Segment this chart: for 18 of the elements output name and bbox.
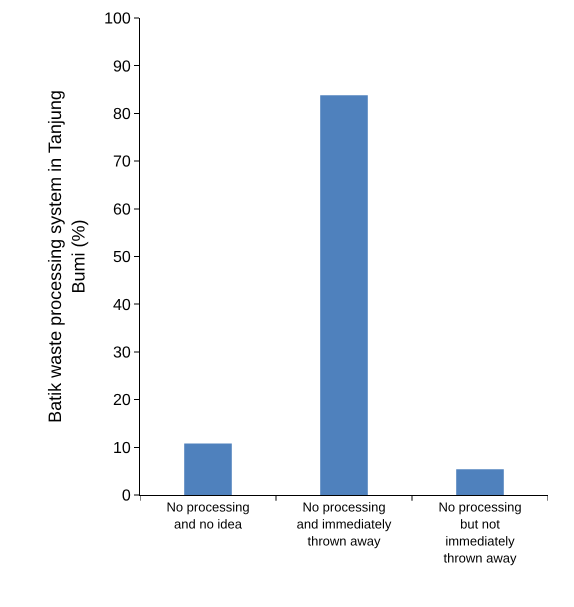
y-tick-label: 0 bbox=[122, 488, 131, 505]
y-tick-label: 20 bbox=[113, 392, 131, 410]
y-tick-label: 100 bbox=[104, 10, 131, 28]
bar bbox=[320, 95, 368, 495]
y-tick-label: 50 bbox=[113, 249, 131, 266]
x-tick-label: No processing and no idea bbox=[166, 500, 250, 532]
x-tick-label: No processing and immediately thrown away bbox=[296, 500, 392, 548]
y-tick-label: 40 bbox=[113, 296, 131, 314]
x-tick-label: No processing but not immediately thrown away bbox=[438, 500, 522, 566]
y-tick-label: 70 bbox=[113, 154, 131, 171]
bar bbox=[456, 469, 504, 495]
y-tick-label: 10 bbox=[113, 440, 131, 457]
bar bbox=[184, 443, 232, 495]
y-tick-label: 80 bbox=[113, 106, 131, 123]
y-tick-label: 60 bbox=[113, 201, 131, 218]
y-axis-title: Batik waste processing system in Tanjung Bumi (%) bbox=[44, 90, 88, 423]
y-tick-label: 30 bbox=[113, 344, 131, 362]
y-tick-label: 90 bbox=[113, 58, 131, 76]
